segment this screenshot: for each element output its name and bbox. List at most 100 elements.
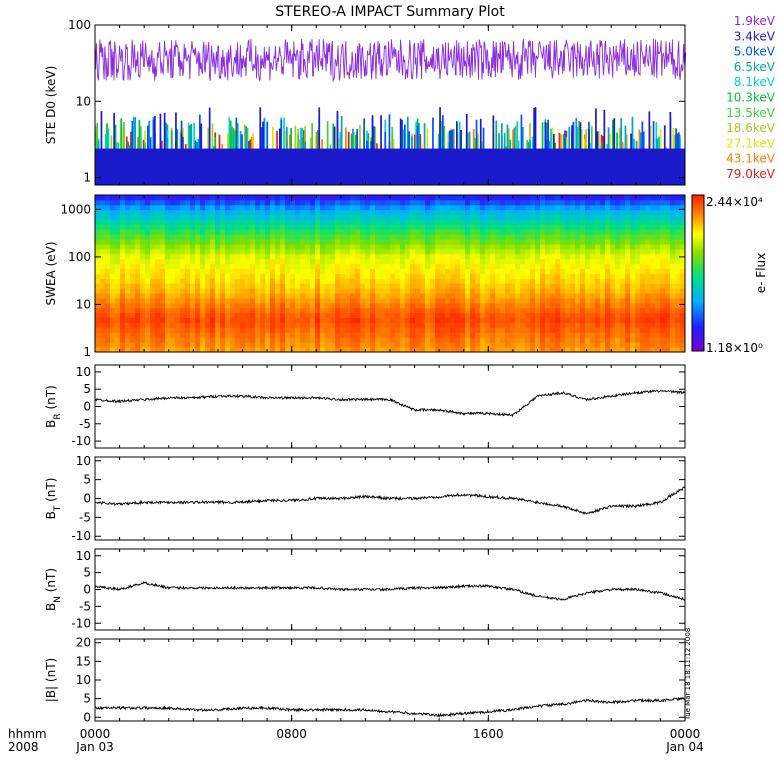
ste-bar: [444, 148, 447, 185]
ste-bar: [415, 148, 417, 185]
heatmap-cell: [190, 342, 196, 348]
heatmap-cell: [110, 302, 116, 309]
ste-bar: [173, 148, 176, 185]
heatmap-cell: [185, 229, 191, 235]
heatmap-cell: [160, 317, 166, 323]
heatmap-cell: [100, 258, 106, 265]
ste-bar: [617, 148, 620, 185]
ste-bar: [569, 148, 572, 185]
heatmap-cell: [165, 258, 171, 265]
heatmap-cell: [125, 263, 131, 269]
heatmap-cell: [175, 234, 181, 240]
ste-bar: [522, 148, 524, 185]
heatmap-cell: [110, 253, 116, 260]
heatmap-cell: [145, 244, 151, 250]
heatmap-cell: [125, 268, 131, 274]
ste-bar: [453, 148, 455, 185]
heatmap-cell: [105, 337, 111, 343]
ste-bar: [208, 107, 211, 185]
heatmap-cell: [200, 263, 206, 269]
heatmap-cell: [120, 347, 126, 353]
ste-bar: [162, 148, 165, 185]
ste-bar: [574, 148, 576, 185]
heatmap-cell: [115, 224, 121, 230]
heatmap-cell: [195, 342, 201, 348]
ste-bar: [287, 148, 290, 185]
heatmap-cell: [190, 199, 196, 206]
heatmap-cell: [165, 302, 171, 309]
ste-bar: [307, 148, 309, 185]
heatmap-cell: [140, 317, 146, 323]
ste-bar: [602, 148, 604, 185]
heatmap-cell: [175, 298, 181, 304]
heatmap-cell: [95, 293, 101, 299]
heatmap-cell: [160, 268, 166, 274]
heatmap-cell: [170, 337, 176, 343]
ste-bar: [260, 148, 263, 185]
ste-bar: [267, 148, 270, 185]
heatmap-cell: [115, 253, 121, 260]
ste-bar: [519, 148, 521, 185]
ste-bar: [596, 131, 599, 185]
ste-bar: [370, 148, 372, 185]
heatmap-cell: [125, 253, 131, 260]
heatmap-cell: [130, 204, 136, 211]
heatmap-cell: [100, 199, 106, 206]
heatmap-cell: [140, 337, 146, 343]
ste-bar: [288, 148, 291, 185]
ste-series-3.4keV: [95, 107, 686, 185]
ste-bar: [96, 148, 99, 185]
heatmap-cell: [145, 337, 151, 343]
ste-bar: [302, 148, 305, 185]
heatmap-cell: [100, 337, 106, 343]
ste-bar: [218, 148, 221, 185]
heatmap-cell: [200, 278, 206, 284]
heatmap-cell: [95, 234, 101, 240]
heatmap-cell: [115, 273, 121, 279]
heatmap-cell: [195, 204, 201, 211]
ste-bar: [603, 109, 606, 185]
heatmap-cell: [125, 322, 131, 328]
ste-bar: [579, 122, 582, 185]
heatmap-cell: [150, 244, 156, 250]
ste-bar: [398, 148, 401, 185]
ste-bar: [350, 148, 353, 185]
heatmap-cell: [130, 283, 136, 289]
ste-bar: [317, 148, 319, 185]
heatmap-cell: [145, 263, 151, 269]
ste-bar: [193, 148, 195, 185]
heatmap-cell: [175, 268, 181, 274]
heatmap-cell: [135, 253, 141, 260]
ste-bar: [266, 148, 269, 185]
heatmap-cell: [150, 273, 156, 279]
heatmap-cell: [105, 244, 111, 250]
ste-bar: [279, 128, 281, 185]
heatmap-cell: [175, 239, 181, 245]
heatmap-cell: [150, 229, 156, 235]
heatmap-cell: [115, 337, 121, 343]
ste-bar: [189, 148, 191, 185]
ste-bar: [140, 148, 142, 185]
ste-bar: [145, 148, 148, 185]
heatmap-cell: [170, 307, 176, 314]
ste-bar: [141, 148, 144, 185]
ste-bar: [647, 148, 649, 185]
heatmap-cell: [130, 322, 136, 328]
ste-bar: [201, 148, 204, 185]
heatmap-cell: [150, 209, 156, 216]
ste-bar: [338, 148, 340, 185]
ste-bar: [418, 148, 420, 185]
heatmap-cell: [120, 229, 126, 235]
ste-bar: [488, 148, 490, 185]
ste-bar: [116, 148, 118, 185]
heatmap-cell: [200, 312, 206, 319]
heatmap-cell: [155, 229, 161, 235]
ste-bar: [450, 148, 453, 185]
heatmap-cell: [180, 342, 186, 348]
heatmap-cell: [120, 322, 126, 328]
heatmap-cell: [175, 322, 181, 328]
ste-bar: [149, 148, 152, 185]
ste-bar: [366, 148, 368, 185]
heatmap-cell: [185, 337, 191, 343]
